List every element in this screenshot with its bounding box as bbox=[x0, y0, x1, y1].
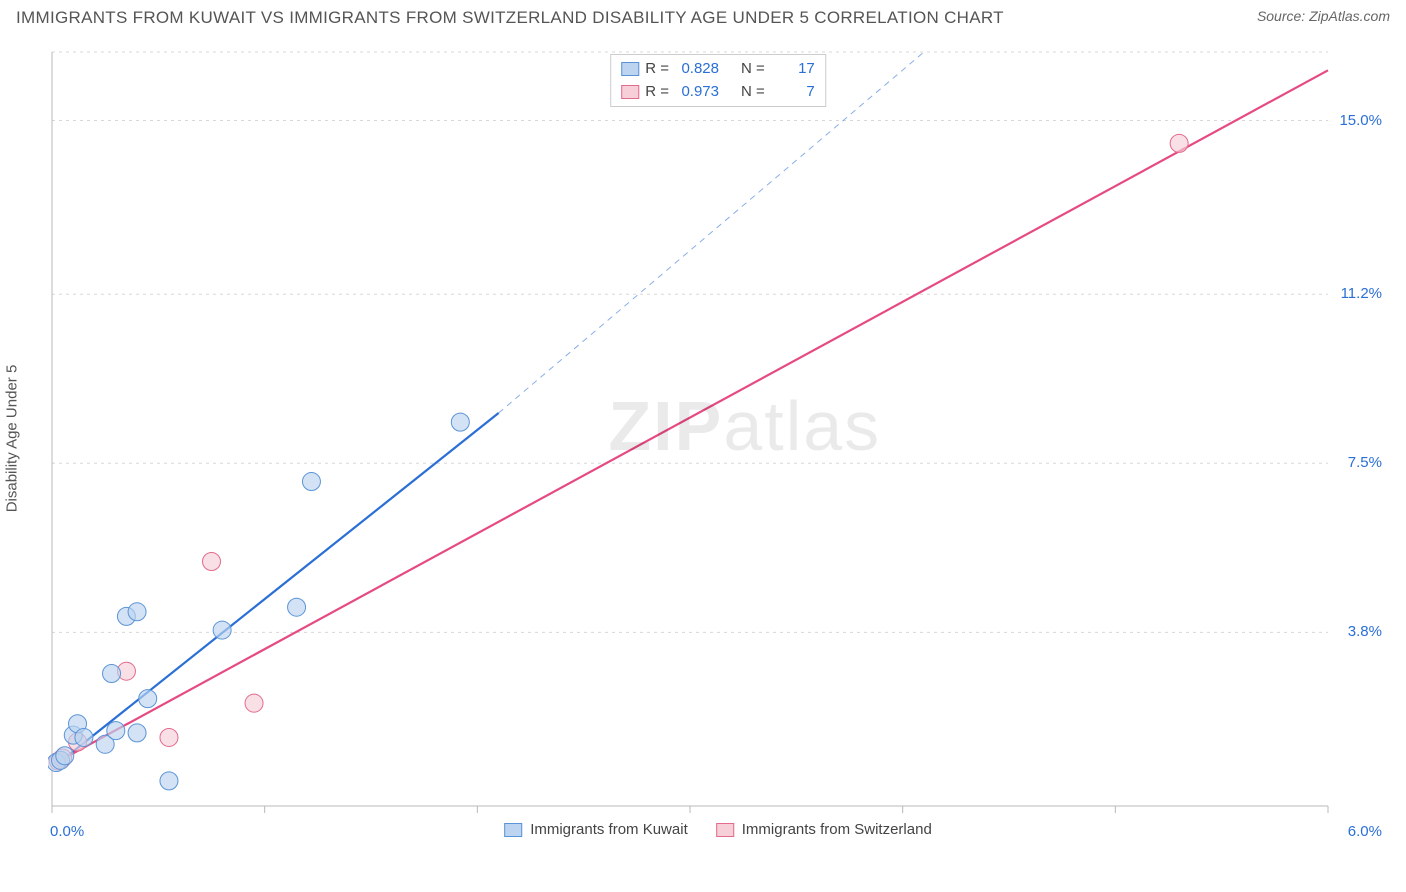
n-label: N = bbox=[741, 81, 765, 104]
y-tick-label: 7.5% bbox=[1348, 454, 1382, 471]
y-tick-label: 3.8% bbox=[1348, 623, 1382, 640]
n-value-kuwait: 17 bbox=[771, 58, 815, 81]
x-axis-min-label: 0.0% bbox=[50, 823, 84, 840]
swatch-switzerland-bottom bbox=[716, 823, 734, 837]
legend-row-switzerland: R = 0.973 N = 7 bbox=[621, 81, 815, 104]
r-value-switzerland: 0.973 bbox=[675, 81, 719, 104]
swatch-kuwait bbox=[621, 62, 639, 76]
swatch-switzerland bbox=[621, 85, 639, 99]
chart-area: ZIPatlas R = 0.828 N = 17 R = 0.973 N = … bbox=[48, 42, 1388, 842]
legend-item-kuwait: Immigrants from Kuwait bbox=[504, 821, 688, 838]
r-label: R = bbox=[645, 58, 669, 81]
n-label: N = bbox=[741, 58, 765, 81]
source-attribution: Source: ZipAtlas.com bbox=[1257, 8, 1390, 24]
legend-series: Immigrants from Kuwait Immigrants from S… bbox=[504, 821, 932, 838]
x-axis-max-label: 6.0% bbox=[1348, 823, 1382, 840]
legend-row-kuwait: R = 0.828 N = 17 bbox=[621, 58, 815, 81]
series-label-switzerland: Immigrants from Switzerland bbox=[742, 821, 932, 838]
legend-item-switzerland: Immigrants from Switzerland bbox=[716, 821, 932, 838]
scatter-plot bbox=[48, 42, 1388, 842]
y-tick-label: 15.0% bbox=[1339, 112, 1382, 129]
series-label-kuwait: Immigrants from Kuwait bbox=[530, 821, 688, 838]
swatch-kuwait-bottom bbox=[504, 823, 522, 837]
legend-correlation: R = 0.828 N = 17 R = 0.973 N = 7 bbox=[610, 54, 826, 107]
n-value-switzerland: 7 bbox=[771, 81, 815, 104]
r-label: R = bbox=[645, 81, 669, 104]
chart-title: IMMIGRANTS FROM KUWAIT VS IMMIGRANTS FRO… bbox=[16, 8, 1004, 28]
y-tick-label: 11.2% bbox=[1341, 285, 1382, 302]
r-value-kuwait: 0.828 bbox=[675, 58, 719, 81]
y-axis-label: Disability Age Under 5 bbox=[4, 365, 21, 513]
